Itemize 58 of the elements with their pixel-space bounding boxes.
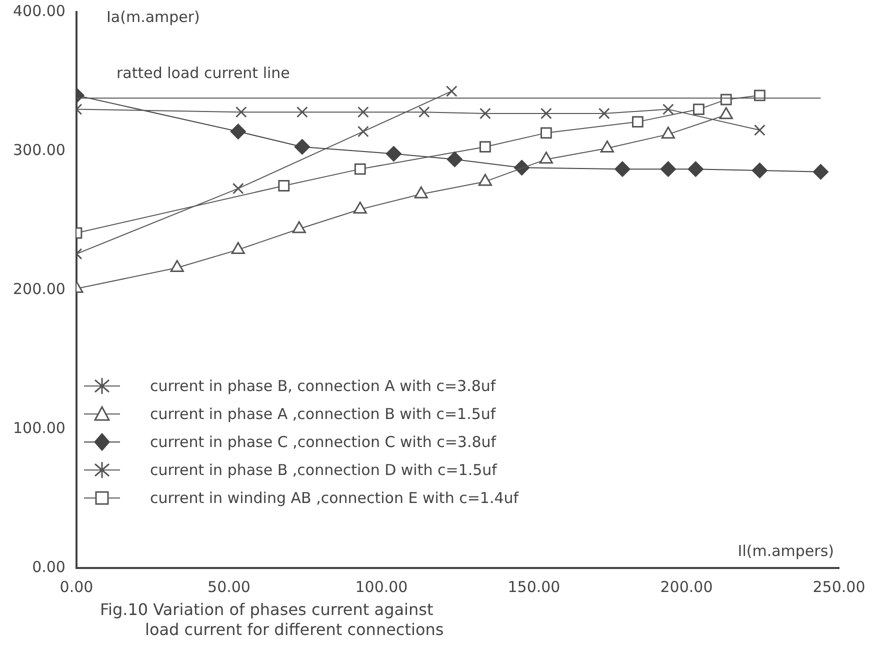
point	[357, 126, 369, 138]
point	[614, 161, 630, 177]
point	[418, 106, 430, 118]
point	[752, 162, 768, 178]
point	[479, 141, 491, 153]
y-tick-label: 100.00	[12, 418, 66, 437]
point	[230, 124, 246, 140]
point	[598, 108, 610, 120]
point	[235, 106, 247, 118]
legend-label: current in phase A ,connection B with c=1.5uf	[150, 405, 496, 423]
x-axis-title: Il(m.ampers)	[738, 542, 834, 560]
x-tick-label: 100.00	[355, 578, 408, 596]
x-tick-label: 200.00	[660, 578, 713, 596]
point	[354, 163, 366, 175]
point	[720, 94, 732, 106]
point	[353, 202, 367, 214]
point	[660, 161, 676, 177]
x-tick-label: 250.00	[812, 578, 866, 596]
point	[292, 221, 306, 234]
legend-label: current in phase B, connection A with c=3.8uf	[150, 377, 496, 395]
x-tick-label: 50.00	[208, 578, 250, 596]
point	[661, 126, 676, 139]
point	[357, 106, 369, 118]
y-axis-title: Ia(m.amper)	[106, 8, 200, 26]
legend-label: current in winding AB ,connection E with c=1.4uf	[150, 489, 519, 507]
point	[754, 90, 766, 102]
point	[479, 108, 491, 120]
point	[662, 104, 674, 115]
point	[540, 127, 552, 139]
y-tick-label: 200.00	[12, 280, 66, 298]
point	[754, 124, 766, 136]
point	[539, 152, 554, 164]
y-tick-label: 0.00	[32, 558, 66, 576]
point	[232, 182, 244, 194]
x-tick-label: 150.00	[508, 578, 560, 596]
point	[693, 104, 704, 115]
text: load current for different connections	[144, 620, 445, 640]
point	[478, 174, 492, 186]
point	[278, 180, 290, 192]
point	[540, 108, 552, 120]
point	[446, 152, 462, 168]
x-tick-label: 0.00	[60, 578, 94, 596]
point	[296, 106, 308, 118]
legend-label: current in phase B ,connection D with c=1.5uf	[150, 461, 497, 479]
y-tick-label: 400.00	[12, 2, 66, 20]
caption: Fig.10 Variation of phases current against	[100, 600, 434, 620]
point	[170, 260, 184, 272]
point	[294, 139, 310, 155]
point	[231, 242, 245, 254]
point	[446, 86, 458, 97]
ref-line-label: ratted load current line	[116, 64, 290, 82]
point	[632, 116, 644, 128]
point	[414, 186, 428, 198]
legend-label: current in phase C ,connection C with c=3.8uf	[150, 433, 496, 451]
point	[688, 161, 704, 177]
y-tick-label: 300.00	[12, 140, 66, 159]
point	[812, 164, 828, 180]
point	[386, 146, 402, 162]
